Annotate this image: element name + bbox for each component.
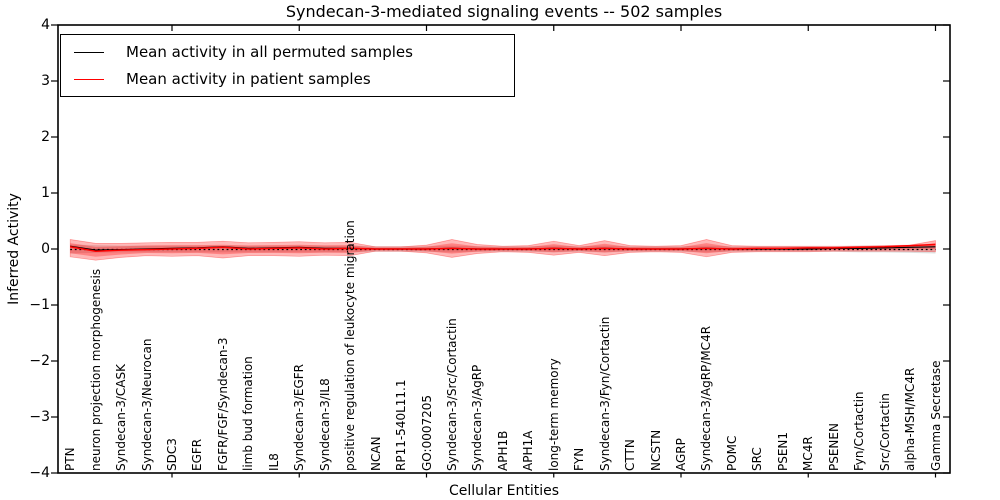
x-tick-label: Syndecan-3/EGFR xyxy=(292,363,307,471)
x-tick-label: PSENEN xyxy=(826,423,841,471)
legend-line-sample-patient xyxy=(74,78,104,80)
legend: Mean activity in all permuted samples Me… xyxy=(60,34,515,97)
legend-label-permuted: Mean activity in all permuted samples xyxy=(126,43,413,61)
x-tick-label: Fyn/Cortactin xyxy=(852,391,867,471)
legend-label-patient: Mean activity in patient samples xyxy=(126,70,371,88)
x-tick-label: GO:0007205 xyxy=(419,394,434,471)
x-tick-label: Gamma Secretase xyxy=(928,360,943,471)
x-tick-label: NCSTN xyxy=(648,429,663,471)
y-tick-label: −4 xyxy=(29,465,50,481)
permuted-mean-line xyxy=(70,245,936,251)
legend-item-permuted: Mean activity in all permuted samples xyxy=(74,43,514,61)
x-tick-label: FGFR/FGF/Syndecan-3 xyxy=(215,337,230,471)
x-tick-label: POMC xyxy=(724,435,739,471)
patient-band-inner xyxy=(70,243,936,257)
patient-band-outer xyxy=(69,239,936,261)
patient-mean-line xyxy=(70,243,936,252)
y-tick-label: 2 xyxy=(41,129,50,145)
x-tick-label: APH1A xyxy=(521,430,536,471)
x-tick-label: CTTN xyxy=(623,439,638,471)
x-tick-label: Src/Cortactin xyxy=(877,393,892,471)
x-tick-label: Syndecan-3/Src/Cortactin xyxy=(444,318,459,471)
x-tick-label: Syndecan-3/AgRP/MC4R xyxy=(699,325,714,471)
y-tick-label: −1 xyxy=(29,297,50,313)
x-tick-label: IL8 xyxy=(266,453,281,471)
chart-title: Syndecan-3-mediated signaling events -- … xyxy=(285,2,723,21)
x-tick-label: Syndecan-3/IL8 xyxy=(317,378,332,471)
x-tick-label: PSEN1 xyxy=(775,431,790,471)
x-tick-label: Syndecan-3/AgRP xyxy=(470,364,485,471)
x-tick-label: MC4R xyxy=(801,436,816,471)
x-tick-label: alpha-MSH/MC4R xyxy=(903,367,918,471)
x-tick-label: EGFR xyxy=(190,438,205,471)
x-tick-label: SDC3 xyxy=(165,438,179,471)
x-tick-label: FYN xyxy=(572,447,587,471)
y-tick-label: 1 xyxy=(41,185,50,201)
x-tick-label: long-term memory xyxy=(546,358,561,471)
x-tick-label: positive regulation of leukocyte migrati… xyxy=(343,220,358,471)
x-tick-label: Syndecan-3/CASK xyxy=(114,364,129,471)
x-tick-label: Syndecan-3/Fyn/Cortactin xyxy=(597,316,612,471)
x-tick-label: SRC xyxy=(750,447,765,471)
x-tick-label: Syndecan-3/Neurocan xyxy=(139,338,154,471)
y-tick-label: 0 xyxy=(41,241,50,257)
x-tick-label: neuron projection morphogenesis xyxy=(88,268,103,471)
y-tick-label: 4 xyxy=(41,17,50,33)
x-tick-label: APH1B xyxy=(495,430,510,471)
y-tick-label: −3 xyxy=(29,409,50,425)
y-axis-label: Inferred Activity xyxy=(6,193,22,305)
legend-line-sample-permuted xyxy=(74,51,104,53)
x-axis-label: Cellular Entities xyxy=(448,483,560,499)
x-tick-label: limb bud formation xyxy=(241,356,256,471)
x-tick-label: NCAN xyxy=(368,436,383,471)
y-tick-label: 3 xyxy=(41,73,50,89)
x-tick-label: AGRP xyxy=(674,438,688,471)
x-tick-label: RP11-540L11.1 xyxy=(394,379,409,471)
x-tick-label: PTN xyxy=(63,447,78,471)
legend-item-patient: Mean activity in patient samples xyxy=(74,70,514,88)
y-tick-label: −2 xyxy=(29,353,50,369)
permuted-band xyxy=(70,244,936,254)
